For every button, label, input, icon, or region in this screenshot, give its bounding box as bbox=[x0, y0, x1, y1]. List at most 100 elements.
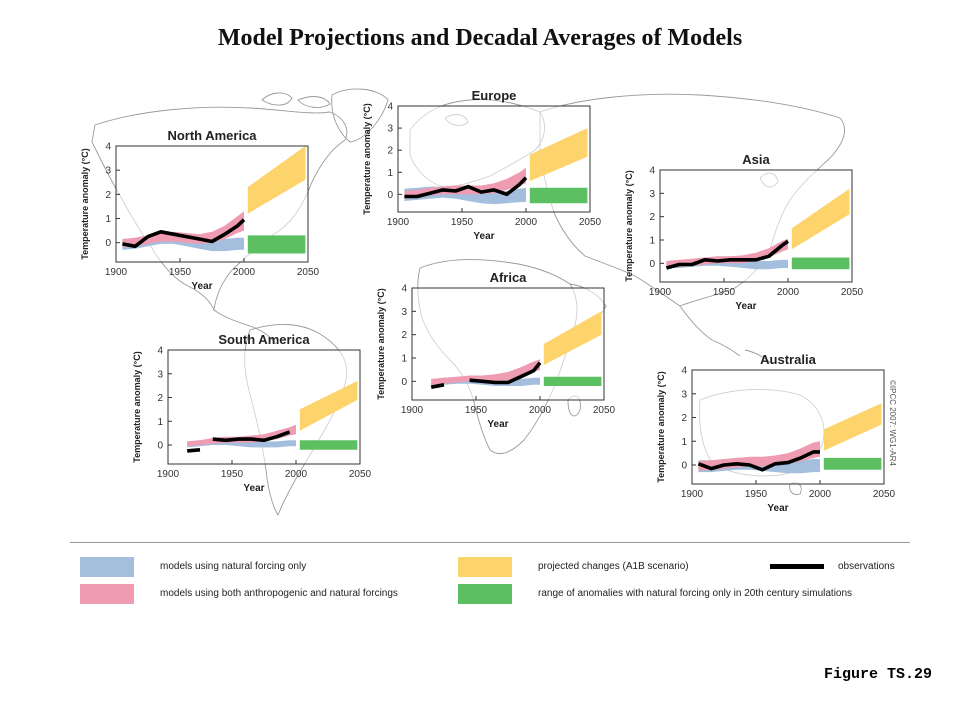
europe-ytick-label: 2 bbox=[387, 146, 393, 157]
panel-north-america: 0 1 2 3 4 1900 1950 2000 2050 North America Year Te… bbox=[80, 128, 320, 292]
africa-xtick-label: 2000 bbox=[529, 405, 552, 416]
south-america-ytick-label: 2 bbox=[157, 393, 163, 404]
australia-ylabel: Temperature anomaly (°C) bbox=[656, 371, 666, 482]
south-america-xtick-label: 1950 bbox=[221, 469, 244, 480]
north-america-ylabel: Temperature anomaly (°C) bbox=[80, 148, 90, 259]
north-america-ytick-label: 1 bbox=[105, 214, 111, 225]
europe-xtick-label: 1900 bbox=[387, 217, 410, 228]
main-title: Model Projections and Decadal Averages o… bbox=[217, 25, 743, 51]
asia-anthro-band bbox=[666, 238, 788, 268]
north-america-projected-band bbox=[247, 146, 306, 214]
north-america-frame bbox=[115, 145, 309, 263]
panel-africa: 0 1 2 3 4 1900 1950 2000 2050 Africa Year Temperatu… bbox=[376, 270, 616, 430]
legend-label-observations: observations bbox=[838, 561, 895, 572]
africa-xtick-label: 1900 bbox=[401, 405, 424, 416]
south-america-natural-range-band bbox=[299, 440, 358, 450]
legend-label-anthro: models using both anthropogenic and natu… bbox=[160, 588, 398, 599]
north-america-ytick-label: 4 bbox=[105, 142, 111, 153]
north-america-xtick-label: 1900 bbox=[105, 267, 128, 278]
europe-natural-range-band bbox=[529, 187, 588, 204]
asia-projected-band bbox=[791, 188, 850, 250]
legend: models using natural forcing only models… bbox=[70, 542, 910, 612]
asia-xtick-label: 1950 bbox=[713, 287, 736, 298]
asia-ytick-label: 0 bbox=[649, 259, 655, 270]
asia-frame bbox=[659, 169, 853, 283]
panel-asia: 0 1 2 3 4 1900 1950 2000 2050 Asia Year Temperature… bbox=[624, 152, 864, 312]
europe-xlabel: Year bbox=[473, 231, 494, 242]
africa-projected-band bbox=[543, 311, 602, 365]
legend-swatch-natural-range bbox=[458, 584, 512, 604]
australia-xtick-label: 1900 bbox=[681, 489, 704, 500]
europe-xtick-label: 1950 bbox=[451, 217, 474, 228]
asia-xtick-label: 2000 bbox=[777, 287, 800, 298]
africa-title: Africa bbox=[490, 270, 528, 285]
africa-natural-range-band bbox=[543, 376, 602, 386]
africa-ytick-label: 4 bbox=[401, 284, 407, 295]
australia-ytick-label: 4 bbox=[681, 366, 687, 377]
asia-ylabel: Temperature anomaly (°C) bbox=[624, 170, 634, 281]
europe-ytick-label: 4 bbox=[387, 102, 393, 113]
legend-divider bbox=[70, 542, 910, 543]
north-america-xtick-label: 2000 bbox=[233, 267, 256, 278]
legend-label-projected: projected changes (A1B scenario) bbox=[538, 561, 689, 572]
asia-title: Asia bbox=[742, 152, 770, 167]
asia-xtick-label: 1900 bbox=[649, 287, 672, 298]
panel-europe: 0 1 2 3 4 1900 1950 2000 2050 Europe Year Temperatu… bbox=[362, 88, 602, 242]
north-america-ytick-label: 2 bbox=[105, 190, 111, 201]
europe-ytick-label: 3 bbox=[387, 124, 393, 135]
europe-xtick-label: 2050 bbox=[579, 217, 602, 228]
south-america-ytick-label: 3 bbox=[157, 369, 163, 380]
australia-ytick-label: 3 bbox=[681, 389, 687, 400]
asia-natural-range-band bbox=[791, 257, 850, 270]
south-america-xlabel: Year bbox=[243, 483, 264, 494]
copyright-note: ©IPCC 2007: WG1-AR4 bbox=[888, 380, 897, 466]
north-america-observations-line bbox=[122, 218, 246, 249]
asia-ytick-label: 3 bbox=[649, 189, 655, 200]
africa-xtick-label: 1950 bbox=[465, 405, 488, 416]
europe-title: Europe bbox=[472, 88, 517, 103]
africa-ytick-label: 2 bbox=[401, 330, 407, 341]
asia-xlabel: Year bbox=[735, 301, 756, 312]
europe-projected-band bbox=[529, 128, 588, 182]
australia-ytick-label: 0 bbox=[681, 461, 687, 472]
africa-xlabel: Year bbox=[487, 419, 508, 430]
africa-ytick-label: 0 bbox=[401, 377, 407, 388]
australia-ytick-label: 2 bbox=[681, 413, 687, 424]
australia-xlabel: Year bbox=[767, 503, 788, 514]
australia-xtick-label: 2000 bbox=[809, 489, 832, 500]
africa-ylabel: Temperature anomaly (°C) bbox=[376, 288, 386, 399]
asia-observations-line bbox=[665, 239, 790, 270]
panel-australia: 0 1 2 3 4 1900 1950 2000 2050 Australia Year Temper… bbox=[656, 352, 896, 514]
europe-observations-line bbox=[404, 176, 528, 199]
south-america-observations-line bbox=[187, 430, 291, 453]
legend-swatch-observations bbox=[770, 564, 824, 569]
figure-label: Figure TS.29 bbox=[823, 666, 932, 683]
asia-xtick-label: 2050 bbox=[841, 287, 864, 298]
asia-ytick-label: 2 bbox=[649, 212, 655, 223]
north-america-xtick-label: 2050 bbox=[297, 267, 320, 278]
north-america-ytick-label: 3 bbox=[105, 166, 111, 177]
africa-observations-line bbox=[430, 361, 542, 389]
south-america-xtick-label: 1900 bbox=[157, 469, 180, 480]
south-america-projected-band bbox=[299, 380, 358, 431]
legend-label-natural-range: range of anomalies with natural forcing … bbox=[538, 588, 853, 599]
australia-xtick-label: 2050 bbox=[873, 489, 896, 500]
legend-swatch-anthro bbox=[80, 584, 134, 604]
europe-ylabel: Temperature anomaly (°C) bbox=[362, 103, 372, 214]
australia-frame bbox=[691, 369, 885, 485]
africa-ytick-label: 3 bbox=[401, 307, 407, 318]
south-america-ytick-label: 0 bbox=[157, 441, 163, 452]
europe-xtick-label: 2000 bbox=[515, 217, 538, 228]
legend-label-natural: models using natural forcing only bbox=[160, 561, 307, 572]
south-america-ytick-label: 4 bbox=[157, 346, 163, 357]
asia-ytick-label: 1 bbox=[649, 236, 655, 247]
asia-ytick-label: 4 bbox=[649, 166, 655, 177]
south-america-xtick-label: 2050 bbox=[349, 469, 372, 480]
legend-swatch-natural bbox=[80, 557, 134, 577]
south-america-title: South America bbox=[218, 332, 310, 347]
panel-south-america: 0 1 2 3 4 1900 1950 2000 2050 South America Year Te… bbox=[132, 332, 372, 494]
north-america-title: North America bbox=[167, 128, 257, 143]
legend-swatch-projected bbox=[458, 557, 512, 577]
australia-projected-band bbox=[823, 403, 882, 451]
africa-ytick-label: 1 bbox=[401, 354, 407, 365]
